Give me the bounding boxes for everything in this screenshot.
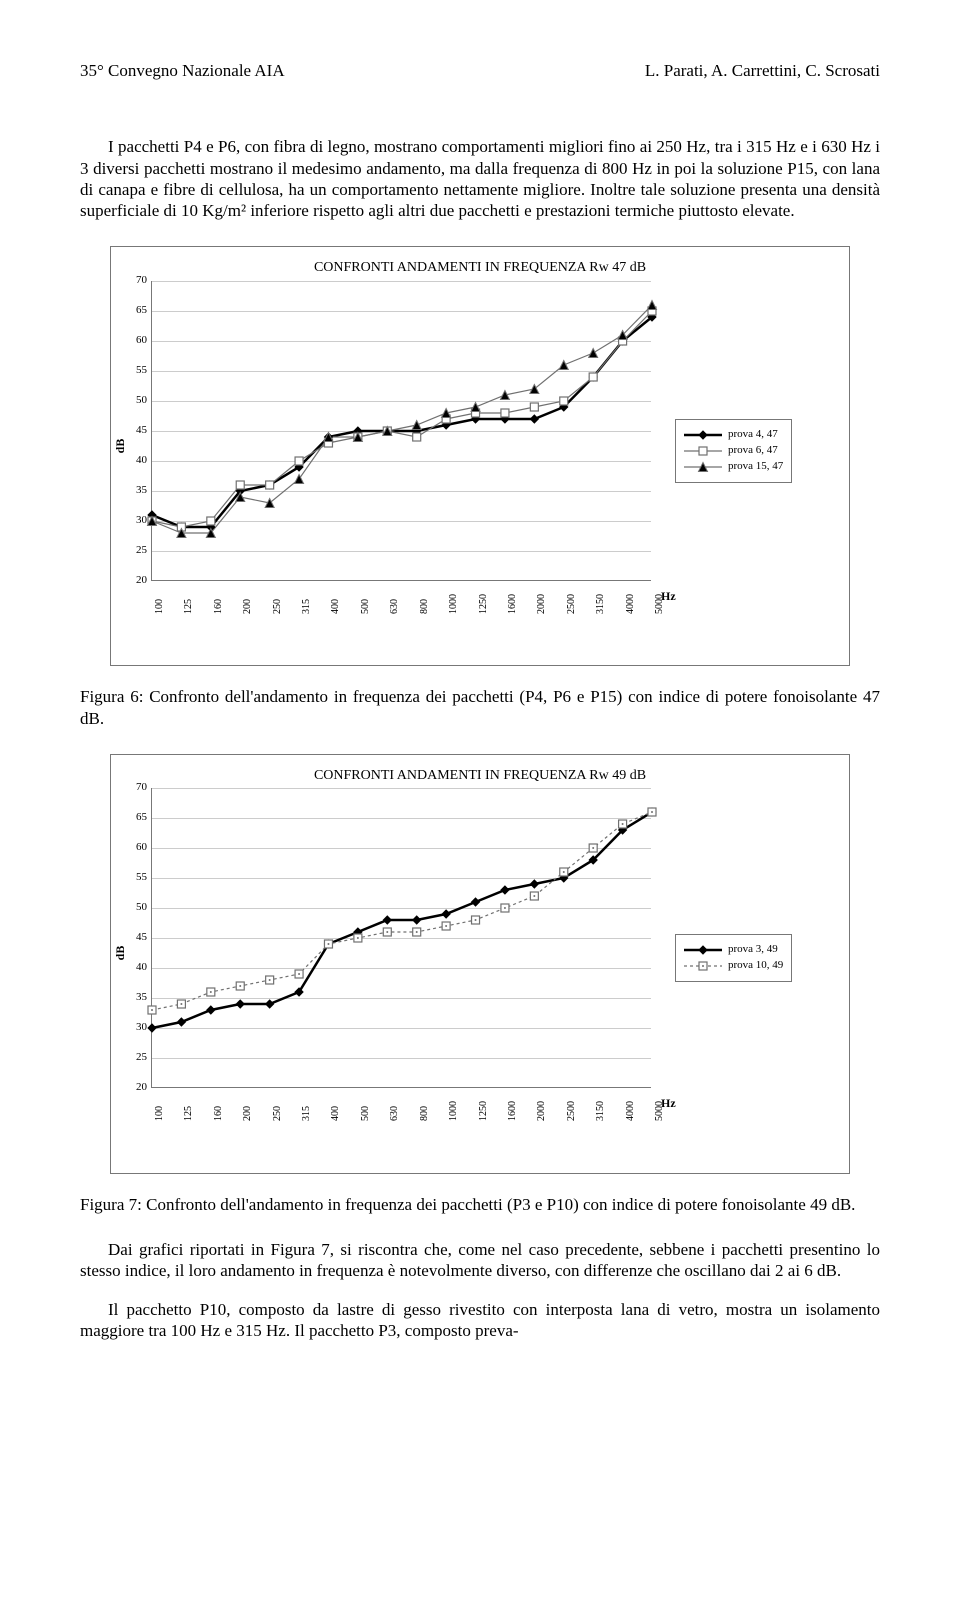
y-axis-label-2: dB [113,946,128,961]
y-tick: 40 [123,454,147,468]
x-axis-unit-2: Hz [661,1096,676,1111]
x-tick: 315 [301,599,314,614]
paragraph-1: I pacchetti P4 e P6, con fibra di legno,… [80,136,880,221]
x-tick: 2000 [536,1101,549,1121]
x-tick: 800 [419,599,432,614]
y-tick: 60 [123,334,147,348]
chart-2-frame: CONFRONTI ANDAMENTI IN FREQUENZA Rw 49 d… [110,754,850,1174]
y-tick: 30 [123,1021,147,1035]
x-tick: 1250 [478,1101,491,1121]
page-header: 35° Convegno Nazionale AIA L. Parati, A.… [80,60,880,81]
legend-label: prova 6, 47 [728,444,778,458]
legend-swatch [684,460,722,474]
y-tick: 50 [123,394,147,408]
legend-swatch [684,959,722,973]
header-right: L. Parati, A. Carrettini, C. Scrosati [645,60,880,81]
figure-7: CONFRONTI ANDAMENTI IN FREQUENZA Rw 49 d… [110,754,850,1174]
y-tick: 35 [123,991,147,1005]
y-tick: 20 [123,1081,147,1095]
legend-item: prova 4, 47 [684,428,783,442]
legend-label: prova 15, 47 [728,460,783,474]
y-tick: 70 [123,781,147,795]
y-tick: 55 [123,871,147,885]
legend-swatch [684,444,722,458]
y-tick: 50 [123,901,147,915]
header-left: 35° Convegno Nazionale AIA [80,60,285,81]
chart-1-legend: prova 4, 47 prova 6, 47 prova 15, 47 [675,419,792,483]
legend-item: prova 15, 47 [684,460,783,474]
x-tick: 1600 [507,594,520,614]
figure-7-caption: Figura 7: Confronto dell'andamento in fr… [80,1194,880,1215]
x-tick: 800 [419,1106,432,1121]
paragraph-2: Dai grafici riportati in Figura 7, si ri… [80,1239,880,1282]
y-tick: 65 [123,811,147,825]
x-tick: 160 [213,599,226,614]
x-tick: 100 [154,1106,167,1121]
y-tick: 20 [123,574,147,588]
y-tick: 35 [123,484,147,498]
x-tick: 160 [213,1106,226,1121]
x-tick: 1250 [478,594,491,614]
x-tick: 1000 [448,1101,461,1121]
legend-item: prova 3, 49 [684,943,783,957]
x-tick: 100 [154,599,167,614]
chart-1-plot [151,281,651,581]
chart-1-title: CONFRONTI ANDAMENTI IN FREQUENZA Rw 47 d… [121,259,839,277]
y-tick: 30 [123,514,147,528]
y-tick: 25 [123,544,147,558]
x-tick: 125 [183,1106,196,1121]
y-tick: 60 [123,841,147,855]
y-axis-label: dB [113,438,128,453]
plot-svg [152,788,652,1088]
y-tick: 65 [123,304,147,318]
paragraph-3: Il pacchetto P10, composto da lastre di … [80,1299,880,1342]
x-tick: 4000 [625,594,638,614]
x-tick: 250 [272,599,285,614]
x-tick: 200 [242,599,255,614]
x-axis-unit: Hz [661,589,676,604]
y-tick: 45 [123,424,147,438]
x-tick: 630 [389,599,402,614]
x-tick: 2500 [566,594,579,614]
x-tick: 200 [242,1106,255,1121]
x-tick: 1000 [448,594,461,614]
chart-1-frame: CONFRONTI ANDAMENTI IN FREQUENZA Rw 47 d… [110,246,850,666]
y-tick: 70 [123,274,147,288]
y-tick: 25 [123,1051,147,1065]
x-tick: 630 [389,1106,402,1121]
legend-label: prova 10, 49 [728,959,783,973]
legend-swatch [684,428,722,442]
x-tick: 315 [301,1106,314,1121]
chart-2-xticks: 100 125 160 200 250 315 400 500 630 800 1000 1250 16… [151,1093,651,1133]
x-tick: 400 [330,599,343,614]
x-tick: 3150 [595,594,608,614]
legend-swatch [684,943,722,957]
chart-2-plot [151,788,651,1088]
figure-6-caption: Figura 6: Confronto dell'andamento in fr… [80,686,880,729]
y-tick: 40 [123,961,147,975]
x-tick: 250 [272,1106,285,1121]
plot-svg [152,281,652,581]
x-tick: 2000 [536,594,549,614]
legend-item: prova 6, 47 [684,444,783,458]
legend-label: prova 3, 49 [728,943,778,957]
x-tick: 1600 [507,1101,520,1121]
chart-2-legend: prova 3, 49 prova 10, 49 [675,934,792,982]
x-tick: 2500 [566,1101,579,1121]
legend-label: prova 4, 47 [728,428,778,442]
figure-6: CONFRONTI ANDAMENTI IN FREQUENZA Rw 47 d… [110,246,850,666]
y-tick: 55 [123,364,147,378]
chart-2-title: CONFRONTI ANDAMENTI IN FREQUENZA Rw 49 d… [121,767,839,785]
x-tick: 400 [330,1106,343,1121]
y-tick: 45 [123,931,147,945]
chart-1-xticks: 100 125 160 200 250 315 400 500 630 800 1000 1250 16… [151,586,651,626]
x-tick: 500 [360,599,373,614]
legend-item: prova 10, 49 [684,959,783,973]
x-tick: 125 [183,599,196,614]
x-tick: 500 [360,1106,373,1121]
x-tick: 3150 [595,1101,608,1121]
x-tick: 4000 [625,1101,638,1121]
